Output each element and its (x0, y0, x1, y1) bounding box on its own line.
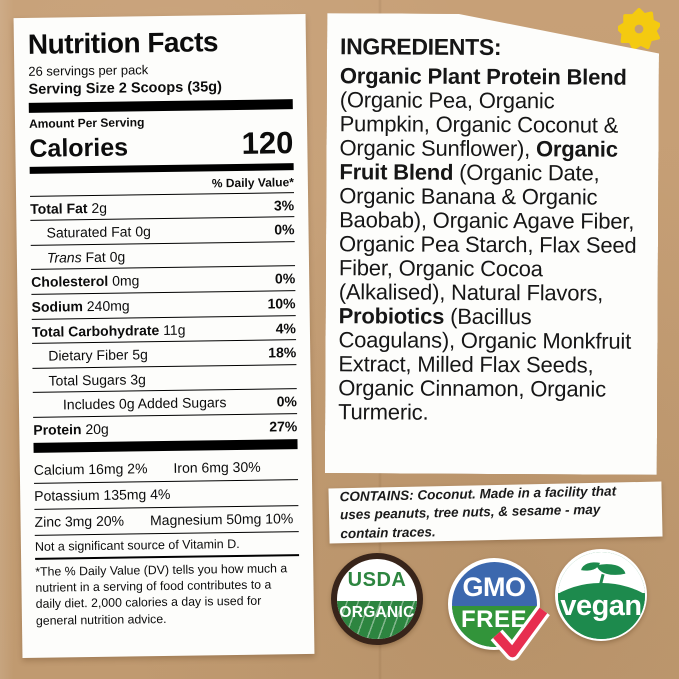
vegan-hill-graphic (557, 582, 645, 639)
nutrient-row-added-sugars: Includes 0g Added Sugars 0% (32, 389, 298, 418)
calories-value: 120 (241, 124, 294, 161)
nutrient-row-total-fat: Total Fat 2g 3% (30, 192, 295, 221)
servings-per-pack: 26 servings per pack (28, 61, 149, 79)
checkmark-icon (490, 605, 550, 661)
usda-label: USDA (347, 569, 407, 592)
daily-value: 4% (275, 319, 297, 336)
vitamin-d-note: Not a significant source of Vitamin D. (34, 536, 240, 554)
divider-bar-thick (33, 439, 298, 454)
daily-value: 27% (269, 418, 298, 435)
daily-value: 0% (274, 221, 295, 238)
nutrient-row-cholesterol: Cholesterol 0mg 0% (31, 266, 296, 295)
nutrition-facts-label: Nutrition Facts 26 servings per pack Ser… (13, 13, 315, 659)
daily-value-footnote: *The % Daily Value (DV) tells you how mu… (35, 561, 288, 628)
daily-value: 0% (274, 270, 296, 287)
vegan-label: vegan (560, 589, 642, 622)
calories-row: Calories 120 (29, 124, 294, 163)
divider-bar-thick (28, 98, 293, 113)
gmo-label: GMO (462, 572, 527, 603)
mineral-row-potassium: Potassium 135mg 4% (34, 479, 299, 510)
flower-icon (618, 8, 660, 50)
vegan-badge: vegan (555, 549, 647, 641)
nutrient-row-total-sugars: Total Sugars 3g (32, 364, 297, 394)
nutrient-row-sodium: Sodium 240mg 10% (31, 291, 296, 320)
ingredients-heading: INGREDIENTS: (339, 33, 502, 61)
nutrient-row-trans-fat: Trans Fat 0g (30, 241, 296, 271)
calories-label: Calories (29, 133, 129, 163)
gmo-free-badge: GMO FREE (448, 558, 550, 661)
mineral-row-zinc-magnesium: Zinc 3mg 20% Magnesium 50mg 10% (34, 505, 299, 536)
nutrition-facts-title: Nutrition Facts (27, 26, 219, 60)
daily-value: 10% (267, 295, 296, 312)
mineral-row-calcium-iron: Calcium 16mg 2% Iron 6mg 30% (33, 453, 299, 484)
allergen-contains-box: CONTAINS: Coconut. Made in a facility th… (328, 481, 663, 544)
nutrient-row-saturated-fat: Saturated Fat 0g 0% (30, 217, 295, 246)
serving-size: Serving Size 2 Scoops (35g) (28, 78, 223, 98)
organic-label: ORGANIC (339, 604, 415, 622)
nutrient-row-dietary-fiber: Dietary Fiber 5g 18% (32, 340, 297, 369)
ingredients-text: Organic Plant Protein Blend (Organic Pea… (338, 63, 637, 425)
nutrient-row-protein: Protein 20g 27% (33, 418, 298, 438)
usda-field-graphic: ORGANIC (337, 599, 417, 639)
contains-text: CONTAINS: Coconut. Made in a facility th… (339, 483, 617, 541)
nutrient-row-total-carbohydrate: Total Carbohydrate 11g 4% (31, 315, 297, 344)
daily-value: 18% (268, 344, 297, 361)
daily-value: 3% (273, 196, 295, 213)
ingredients-panel: INGREDIENTS: Organic Plant Protein Blend… (325, 13, 659, 475)
usda-organic-badge: USDA ORGANIC (331, 553, 423, 645)
daily-value: 0% (276, 393, 298, 410)
